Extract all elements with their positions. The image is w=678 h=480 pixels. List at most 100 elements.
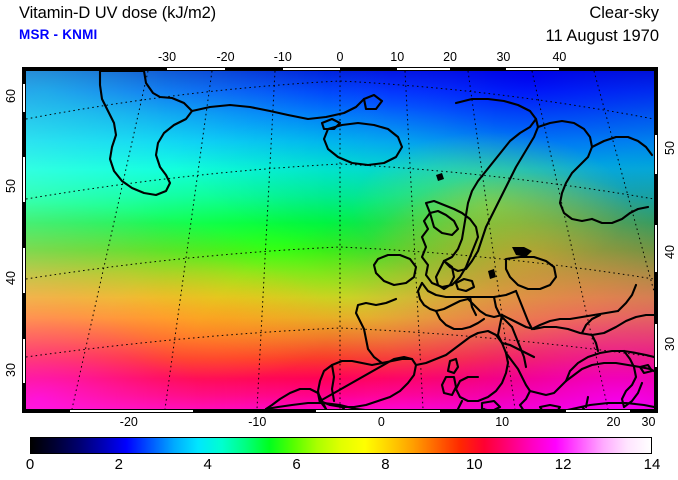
colorbar-tick-4: 4 [203, 456, 212, 473]
estonian-islands [512, 247, 532, 257]
black-sea-north-coast [532, 313, 654, 337]
axis-bottom-tick-0: 0 [377, 415, 385, 429]
axis-right-tick-40: 40 [663, 245, 677, 260]
date-label: 11 August 1970 [545, 27, 659, 45]
black-sea-east [590, 333, 600, 353]
croatia-bosnia-border [500, 341, 536, 359]
poland-slovak-border [492, 295, 514, 329]
portugal-border [330, 363, 336, 403]
axis-bottom-tick-20: 20 [606, 415, 621, 429]
turkey-north-coast [564, 349, 654, 383]
axis-left-tick-60: 60 [4, 89, 18, 104]
frame-bottom [22, 409, 658, 413]
axis-top-tick--20: -20 [216, 50, 235, 64]
turkey-south-coast [564, 361, 654, 383]
colorbar-tick-2: 2 [114, 456, 124, 473]
hungary-north-border [500, 313, 536, 331]
north-africa-coast [264, 401, 654, 409]
france-atlantic-coast [354, 297, 398, 365]
sardinia [440, 375, 458, 397]
ukraine-north-border [530, 317, 572, 331]
italy-coast [414, 329, 510, 403]
colorbar [30, 437, 652, 454]
axis-bottom-tick-30: 30 [641, 415, 656, 429]
morocco-atlantic-coast [264, 387, 328, 409]
benelux-border [416, 281, 438, 313]
finland-coast [536, 119, 594, 223]
greece-coast [518, 379, 568, 409]
greenland-coast [98, 71, 194, 197]
crete [538, 403, 562, 409]
libya-egypt-border [580, 405, 586, 409]
axis-bottom-tick-10: 10 [495, 415, 510, 429]
russia-east-border [616, 283, 638, 313]
egypt-sinai-border [622, 381, 644, 409]
axis-bottom-tick--20: -20 [119, 415, 138, 429]
axis-top-tick-0: 0 [336, 50, 344, 64]
coastlines-and-borders [98, 71, 654, 409]
sweden-coast-east [442, 117, 540, 273]
faroe-islands [436, 173, 444, 181]
colorbar-gradient [30, 437, 652, 454]
axis-right-tick-30: 30 [663, 336, 677, 351]
frame-right [654, 67, 658, 413]
axis-bottom-tick--10: -10 [248, 415, 267, 429]
axis-top-tick-10: 10 [390, 50, 405, 64]
iceland-coast [322, 121, 404, 167]
iceland-nw-peninsula [320, 117, 342, 131]
norway-coast-west [442, 97, 538, 263]
frame-left [22, 67, 26, 413]
colorbar-tick-14: 14 [643, 456, 661, 473]
czech-border [466, 297, 504, 319]
jan-mayen [362, 93, 384, 111]
crimea-border [580, 313, 602, 335]
pyrenees-border [380, 357, 414, 365]
morocco-border-north [316, 391, 322, 405]
axis-left-tick-40: 40 [4, 271, 18, 285]
germany-south-border [434, 297, 470, 313]
egypt-border [584, 395, 590, 409]
baltic-states-coast [504, 255, 558, 291]
colorbar-tick-10: 10 [465, 456, 483, 473]
frame-top [22, 67, 658, 71]
denmark-coast [434, 259, 456, 291]
ireland-coast [372, 253, 418, 287]
cyprus [638, 363, 654, 375]
greenland-north-coast [190, 97, 366, 121]
adriatic-east-coast [504, 351, 532, 393]
balkan-east-border [510, 325, 528, 369]
map-plot-frame [22, 67, 658, 413]
axis-top-tick-20: 20 [443, 50, 457, 64]
gotland [488, 269, 496, 279]
axis-top-tick-40: 40 [552, 50, 567, 64]
colorbar-tick-8: 8 [381, 456, 390, 473]
data-source-label: MSR - KNMI [19, 27, 98, 42]
colorbar-tick-0: 0 [25, 456, 35, 473]
map-svg [26, 71, 654, 409]
poland-czech-border [468, 295, 478, 317]
corsica [446, 357, 460, 375]
barents-coast [590, 135, 654, 157]
scotland-north [428, 209, 460, 237]
sicily [480, 399, 502, 409]
great-britain-coast [420, 199, 480, 289]
axis-top-tick--30: -30 [157, 50, 177, 64]
white-sea-coast [590, 205, 650, 225]
austria-slovenia-border [496, 313, 504, 345]
map-raster-area [26, 71, 654, 409]
page-title: Vitamin-D UV dose (kJ/m2) [19, 4, 217, 22]
alps-border [434, 309, 486, 331]
axis-left-tick-30: 30 [4, 362, 18, 377]
tunisia-border [456, 399, 464, 409]
danish-islands [454, 277, 476, 293]
colorbar-tick-12: 12 [554, 456, 572, 473]
north-sea-baltic-south-coast [420, 281, 518, 299]
russia-border [568, 309, 620, 321]
axis-top-tick--10: -10 [273, 50, 292, 64]
colorbar-tick-6: 6 [292, 456, 301, 473]
sky-condition-label: Clear-sky [589, 4, 659, 22]
axis-top-tick-30: 30 [496, 50, 511, 64]
morocco-algeria-border [338, 403, 346, 409]
axis-left-tick-50: 50 [4, 179, 18, 194]
